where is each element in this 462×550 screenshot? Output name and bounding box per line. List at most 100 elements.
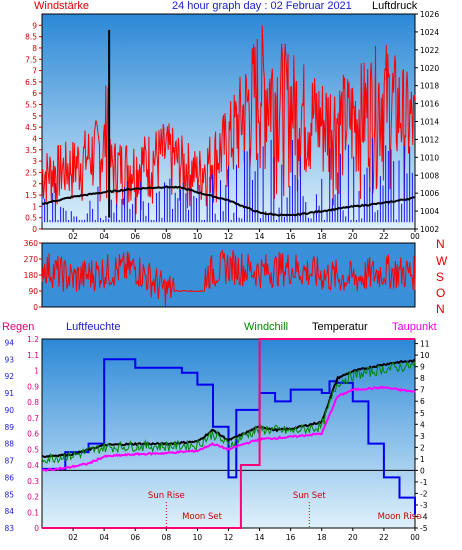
pressure-y-label: 1024 [420,28,439,37]
wind-y-label: 0 [32,225,37,234]
wind-y-label: 2.5 [25,168,37,177]
wind-y-label: 3.5 [25,146,37,155]
wind-y-label: 2 [32,180,37,189]
wind-y-label: 9 [32,21,37,30]
wind-y-label: 4.5 [25,123,37,132]
x-tick-label: 10 [193,533,203,542]
humidity-y-label: 93 [4,355,14,364]
temp-y-label: 6 [420,397,425,406]
temp-y-label: 5 [420,409,425,418]
humidity-y-label: 92 [4,372,14,381]
direction-y-label: 180 [24,271,39,280]
x-tick-label: 08 [162,232,172,241]
rain-y-label: 0.9 [27,382,39,391]
x-tick-label: 16 [286,533,296,542]
windchill-legend: Windchill [244,321,289,333]
humidity-y-label: 94 [4,338,14,347]
dewpoint-series [41,385,416,472]
wind-y-label: 7.5 [25,55,37,64]
rain-y-label: 0.7 [27,414,39,423]
rain-y-label: 1.1 [27,351,39,360]
humidity-y-label: 89 [4,423,14,432]
wind-y-label: 3 [32,157,37,166]
temp-y-label: 0 [420,466,425,475]
temp-y-label: -2 [420,489,428,498]
rain-y-label: 0 [34,524,39,533]
direction-y-label: 270 [24,255,39,264]
pressure-y-label: 1020 [420,64,439,73]
temp-y-label: 1 [420,455,425,464]
annotation-label: Moon Set [182,512,222,522]
compass-n-top: N [436,237,445,251]
wind-y-label: 4 [32,134,37,143]
direction-y-label: 90 [28,287,38,296]
x-tick-label: 22 [379,232,389,241]
humidity-y-label: 83 [4,524,14,533]
compass-s: S [436,270,445,284]
temp-y-label: -4 [420,512,428,521]
wind-axis-title: Windstärke [34,0,90,12]
pressure-y-label: 1016 [420,100,439,109]
temp-y-label: 8 [420,374,425,383]
temp-y-label: 4 [420,420,425,429]
pressure-y-label: 1004 [420,207,439,216]
windchill-series [41,359,416,464]
humidity-y-label: 84 [4,507,14,516]
pressure-y-label: 1002 [420,225,439,234]
pressure-y-label: 1014 [420,118,439,127]
temp-y-label: -5 [420,524,428,533]
annotation-label: Sun Set [293,491,326,501]
compass-o: O [436,286,446,300]
wind-y-label: 0.5 [25,214,37,223]
annotation-label: Moon Rise [378,512,422,522]
humidity-y-label: 91 [4,389,14,398]
x-tick-label: 22 [379,533,389,542]
wind-y-label: 5.5 [25,101,37,110]
humidity-y-label: 88 [4,440,14,449]
pressure-y-label: 1010 [420,153,439,162]
x-tick-label: 20 [348,533,358,542]
wind-y-label: 1 [32,202,37,211]
x-tick-label: 20 [348,232,358,241]
pressure-y-label: 1018 [420,82,439,91]
humidity-y-label: 85 [4,490,14,499]
temp-y-label: 3 [420,432,425,441]
x-tick-label: 08 [162,533,172,542]
rain-y-label: 0.8 [27,398,39,407]
temp-y-label: 11 [420,340,430,349]
x-tick-label: 18 [317,232,327,241]
wind-y-label: 5 [32,112,37,121]
temp-y-label: -1 [420,478,428,487]
x-tick-label: 06 [130,533,140,542]
x-tick-label: 16 [286,232,296,241]
pressure-axis-title: Luftdruck [372,0,418,12]
temp-y-label: 10 [420,351,430,360]
wind-y-label: 8.5 [25,33,37,42]
wind-y-label: 6.5 [25,78,37,87]
wind-y-label: 1.5 [25,191,37,200]
humidity-y-label: 90 [4,406,14,415]
wind-y-label: 7 [32,67,37,76]
x-tick-label: 00 [410,533,420,542]
wind-direction-series [41,249,416,307]
compass-w: W [436,254,448,268]
rain-y-label: 0.2 [27,493,39,502]
rain-y-label: 1.2 [27,335,39,344]
x-tick-label: 12 [224,232,234,241]
rain-y-label: 1 [34,367,39,376]
x-tick-label: 04 [99,533,109,542]
x-tick-label: 14 [255,533,265,542]
x-tick-label: 00 [410,232,420,241]
pressure-series [41,185,416,217]
x-tick-label: 12 [224,533,234,542]
rain-y-label: 0.3 [27,477,39,486]
rain-y-label: 0.6 [27,430,39,439]
temp-y-label: 7 [420,386,425,395]
x-tick-label: 10 [193,232,203,241]
chart-title: 24 hour graph day : 02 Februar 2021 [172,0,352,12]
pressure-y-label: 1006 [420,189,439,198]
temp-y-label: 9 [420,363,425,372]
direction-y-label: 360 [24,239,39,248]
rain-y-label: 0.4 [27,461,39,470]
wind-y-label: 6 [32,89,37,98]
